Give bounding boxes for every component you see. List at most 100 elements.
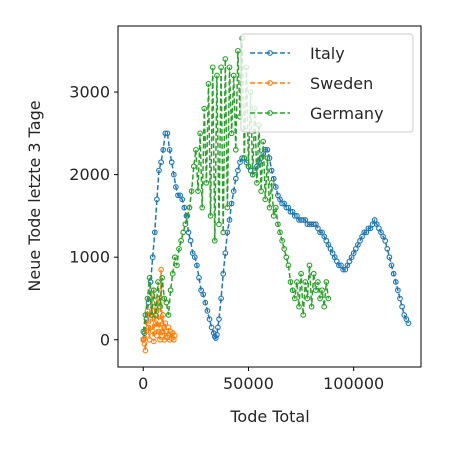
data-point-germany [294,279,300,285]
legend-label-sweden: Sweden [310,74,373,93]
data-point-germany [184,213,191,219]
data-point-italy [212,335,219,341]
data-point-germany [260,138,267,145]
data-point-italy [340,266,346,273]
data-point-germany [222,56,229,62]
data-point-germany [241,155,248,161]
data-point-germany [304,295,311,302]
data-point-germany [203,180,210,186]
data-point-germany [321,303,328,310]
data-point-germany [201,105,208,112]
data-point-italy [162,130,169,137]
data-point-italy [220,270,227,277]
data-point-germany [306,262,313,269]
data-point-sweden [142,347,149,354]
legend-item-sweden: Sweden [250,74,373,93]
data-point-italy [386,254,393,261]
data-point-sweden [160,312,167,318]
legend-marker-italy [267,50,273,56]
data-point-italy [208,324,215,331]
data-point-sweden [158,266,164,273]
plot-area [140,35,412,354]
data-point-germany [180,229,187,236]
data-point-germany [216,221,222,228]
data-point-italy [226,217,233,223]
data-point-germany [169,270,176,277]
data-point-italy [336,262,342,269]
data-point-germany [283,254,290,261]
data-point-germany [178,237,184,244]
data-point-germany [211,237,218,244]
legend-item-germany: Germany [250,104,384,123]
y-axis-label: Neue Tode letzte 3 Tage [25,100,44,291]
data-point-italy [214,331,220,338]
data-point-italy [151,229,158,236]
data-point-italy [365,225,372,232]
data-point-germany [285,262,292,269]
data-point-germany [315,279,321,285]
x-tick-label: 50000 [223,374,274,393]
y-tick-label: 2000 [69,165,110,184]
data-point-italy [179,196,186,203]
data-point-germany [195,188,201,194]
data-point-italy [230,188,237,194]
data-point-germany [150,287,157,294]
data-point-germany [287,279,294,285]
data-point-italy [175,192,181,199]
axes: 0 50000 100000 0 1000 2000 3000 [69,25,422,393]
data-point-italy [232,175,239,182]
data-point-germany [298,270,304,277]
data-point-germany [142,312,149,318]
data-point-sweden [153,320,159,327]
data-point-germany [308,303,315,310]
x-axis-label: Tode Total [229,407,309,426]
legend-item-italy: Italy [250,44,345,63]
data-point-germany [266,204,273,211]
data-point-germany [190,163,197,170]
data-point-germany [281,246,288,252]
data-point-italy [206,316,213,322]
data-point-germany [230,72,237,79]
data-point-germany [270,213,277,219]
legend-label-germany: Germany [310,104,384,123]
data-point-italy [361,229,368,236]
x-tick-label: 0 [138,374,148,393]
data-point-germany [323,279,330,285]
legend-label-italy: Italy [310,44,345,63]
data-point-germany [277,229,283,236]
data-point-germany [163,299,170,306]
data-point-italy [317,229,323,236]
data-point-italy [216,316,222,322]
legend-marker-germany [267,110,273,116]
data-point-germany [174,262,180,269]
data-point-sweden [149,328,156,335]
data-point-germany [186,204,193,211]
data-point-germany [300,312,307,318]
data-point-germany [319,287,325,294]
data-point-italy [166,146,173,153]
data-point-italy [170,171,177,178]
data-point-germany [218,64,224,71]
y-tick-label: 1000 [69,248,110,267]
data-point-germany [279,237,285,244]
data-point-italy [397,295,403,302]
data-point-germany [165,312,172,318]
y-tick-label: 0 [100,330,110,349]
data-point-italy [390,270,397,277]
data-point-germany [197,130,203,137]
data-point-germany [182,221,189,228]
data-point-germany [159,274,166,281]
data-point-germany [171,254,178,261]
data-point-italy [200,291,207,298]
data-point-germany [224,204,231,211]
data-point-germany [220,229,227,236]
data-point-italy [194,262,200,269]
data-point-germany [291,295,298,302]
legend-marker-sweden [267,80,273,86]
data-point-sweden [156,328,162,335]
data-point-italy [187,237,194,244]
data-point-germany [262,196,269,203]
data-point-sweden [162,320,169,327]
data-point-italy [228,200,235,207]
data-point-italy [158,159,164,166]
